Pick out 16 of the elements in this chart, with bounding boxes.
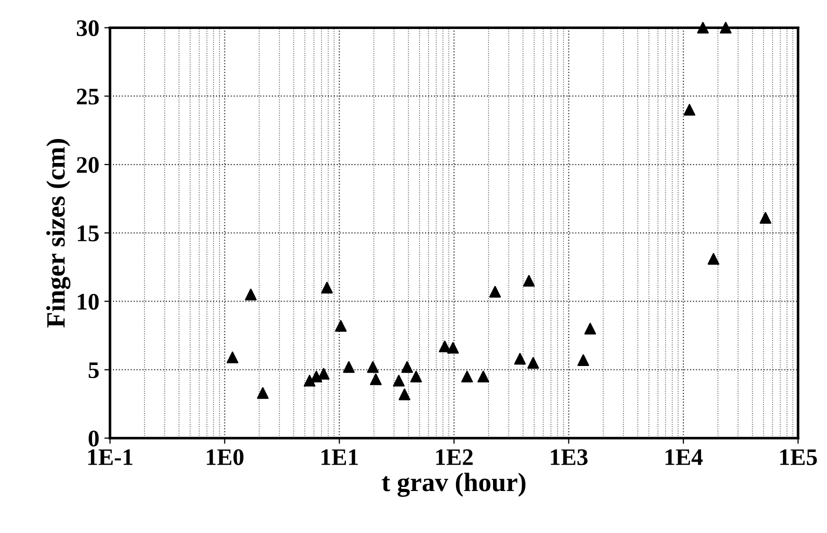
y-tick-label: 20 [76,157,99,173]
x-tick-label: 1E0 [206,449,244,466]
x-tick-label: 1E1 [322,449,358,465]
x-tick-label: 1E2 [436,449,473,465]
x-tick-label: 1E3 [550,449,588,466]
y-tick-label: 25 [76,88,99,105]
y-tick-label: 10 [78,294,99,310]
x-tick-label: 1E5 [780,449,817,466]
x-tick-label: 1E4 [666,449,703,465]
y-tick-label: 0 [88,430,99,447]
x-axis-title: t grav (hour) [382,472,526,497]
x-tick-label: 1E-1 [88,449,132,465]
y-tick-label: 15 [78,226,99,242]
y-tick-label: 30 [76,20,99,36]
y-axis-title: Finger sizes (cm) [46,139,70,328]
y-tick-label: 5 [88,362,99,378]
